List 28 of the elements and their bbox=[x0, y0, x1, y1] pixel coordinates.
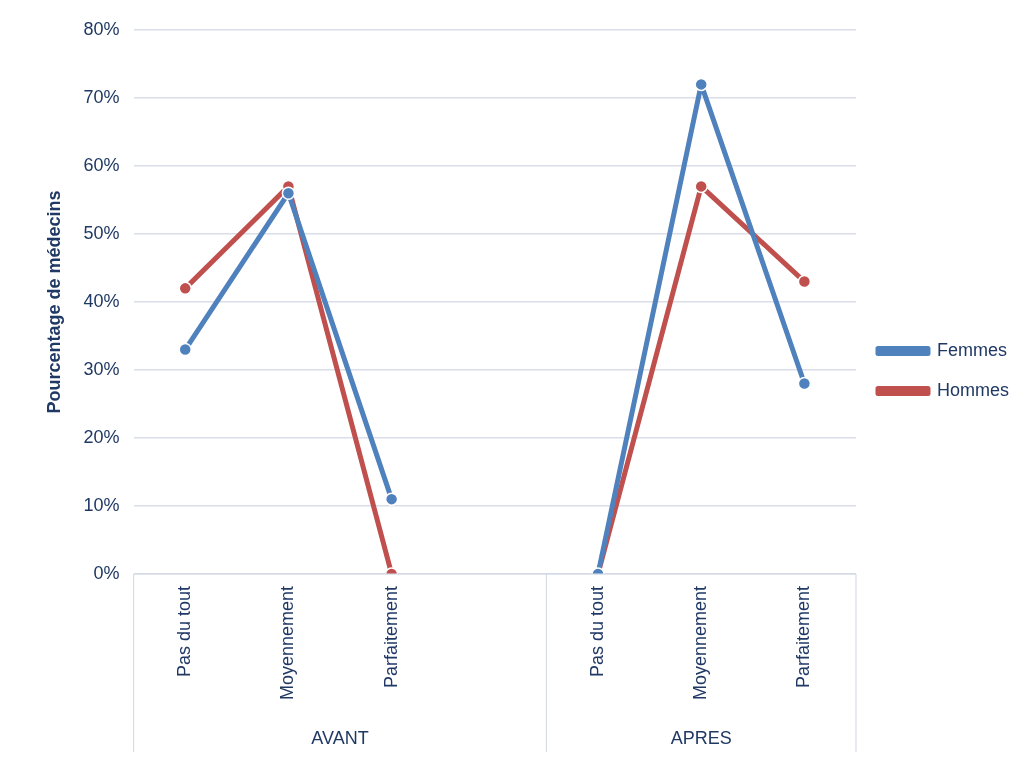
y-tick-label: 0% bbox=[93, 562, 120, 583]
point bbox=[694, 77, 708, 92]
x-tick-label: Pas du tout bbox=[174, 585, 195, 678]
point bbox=[797, 376, 812, 391]
point bbox=[281, 186, 296, 200]
y-tick-label: 80% bbox=[83, 18, 120, 39]
text: APRES bbox=[670, 727, 732, 748]
legend-label: Femmes bbox=[936, 339, 1008, 360]
y-axis-title: Pourcentage de médecins bbox=[43, 190, 64, 414]
text: AVANT bbox=[311, 727, 369, 748]
point bbox=[178, 281, 192, 296]
y-tick-label: 60% bbox=[83, 154, 120, 175]
x-tick-label: Pas du tout bbox=[586, 585, 607, 678]
point bbox=[178, 342, 192, 357]
x-tick-label: Parfaitement bbox=[380, 585, 401, 688]
y-tick-label: 70% bbox=[83, 86, 120, 107]
legend-label: Hommes bbox=[936, 379, 1010, 400]
x-tick-label: Moyennement bbox=[690, 585, 711, 701]
y-tick-label: 20% bbox=[83, 426, 120, 447]
point bbox=[384, 492, 399, 506]
y-tick-label: 30% bbox=[83, 358, 120, 379]
point bbox=[797, 274, 812, 289]
point bbox=[694, 179, 708, 194]
y-tick-label: 10% bbox=[83, 494, 120, 515]
y-tick-label: 40% bbox=[83, 290, 120, 311]
y-tick-label: 50% bbox=[83, 222, 120, 243]
x-tick-label: Parfaitement bbox=[793, 585, 814, 688]
x-tick-label: Moyennement bbox=[277, 585, 298, 701]
